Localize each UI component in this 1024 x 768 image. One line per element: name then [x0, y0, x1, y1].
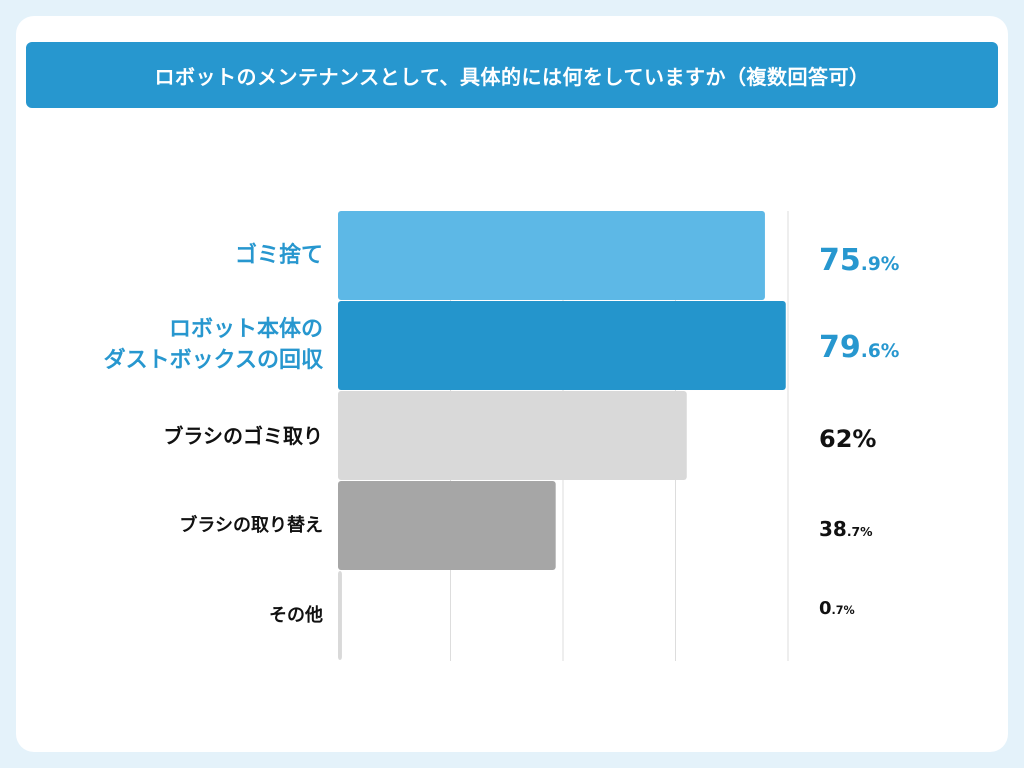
- value-label: 79.6%: [819, 330, 899, 365]
- category-label: ブラシの取り替え: [179, 513, 323, 538]
- value-main: 0: [819, 598, 832, 619]
- category-label-line: ダストボックスの回収: [103, 347, 323, 373]
- value-main: 79: [819, 330, 861, 365]
- value-label: 75.9%: [819, 243, 899, 278]
- value-label: 62%: [819, 425, 876, 453]
- bar: [338, 571, 342, 660]
- chart-title: ロボットのメンテナンスとして、具体的には何をしていますか（複数回答可）: [154, 64, 870, 89]
- value-label: 0.7%: [819, 598, 855, 619]
- value-main: 62%: [819, 425, 877, 453]
- value-decimal: .9%: [860, 254, 900, 275]
- category-label: ブラシのゴミ取り: [163, 422, 323, 450]
- value-label: 38.7%: [819, 517, 873, 541]
- category-label-line: その他: [269, 605, 323, 627]
- category-label: ロボット本体のダストボックスの回収: [104, 315, 323, 377]
- bar: [338, 301, 786, 390]
- value-decimal: .6%: [860, 341, 900, 362]
- category-label-line: ゴミ捨て: [234, 242, 323, 268]
- bar: [338, 391, 687, 480]
- value-main: 75: [819, 243, 861, 278]
- title-bar: ロボットのメンテナンスとして、具体的には何をしていますか（複数回答可）: [26, 42, 998, 108]
- category-label-line: ブラシのゴミ取り: [163, 424, 323, 448]
- bar: [338, 211, 765, 300]
- value-decimal: .7%: [831, 604, 855, 617]
- value-decimal: .7%: [846, 524, 873, 539]
- category-label: その他: [269, 603, 323, 628]
- value-main: 38: [819, 517, 847, 541]
- category-label-line: ブラシの取り替え: [179, 515, 323, 537]
- category-label: ゴミ捨て: [235, 241, 323, 272]
- category-label-line: ロボット本体の: [168, 317, 323, 343]
- bar: [338, 481, 556, 570]
